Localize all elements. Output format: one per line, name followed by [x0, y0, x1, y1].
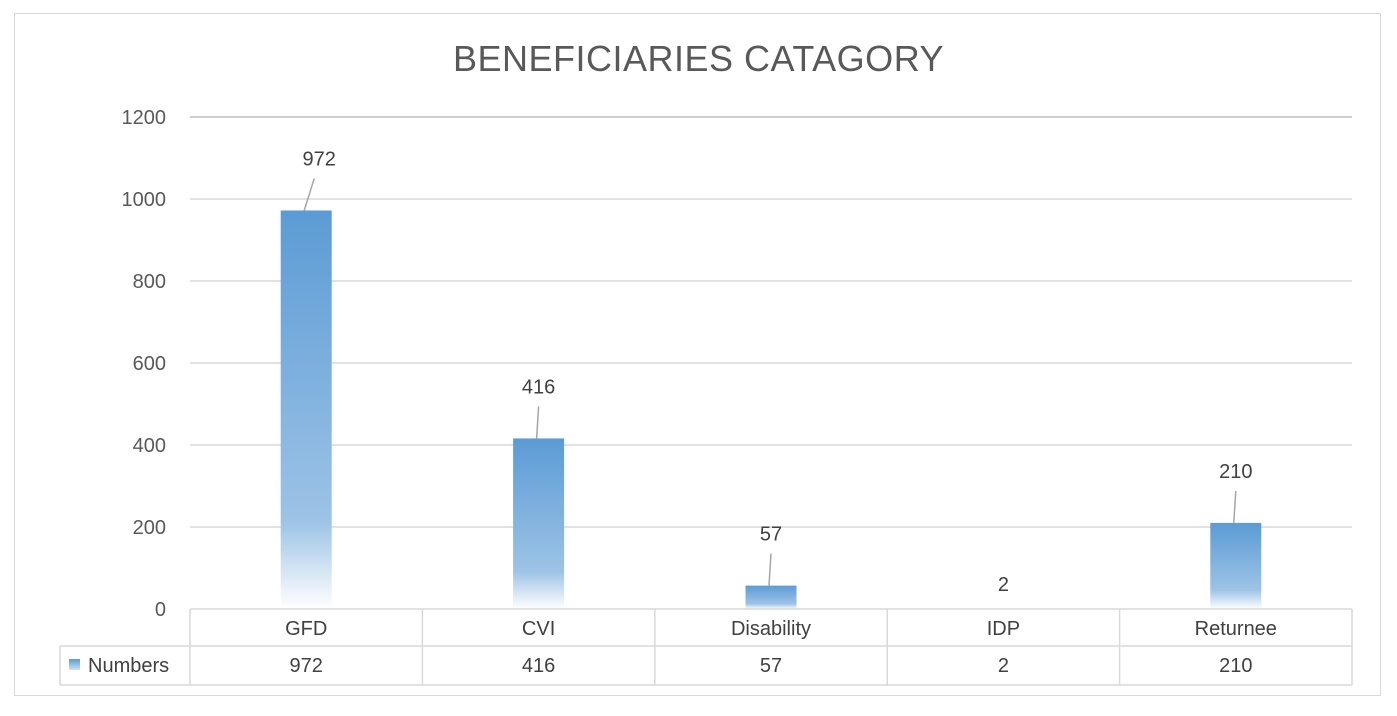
data-table: GFD 972 CVI 416 Disability 57 IDP 2 Returnee 210 N…: [59, 608, 1353, 686]
leader-line: [1233, 490, 1237, 523]
label-leaders: [303, 178, 1237, 586]
leader-line: [535, 406, 540, 439]
chart-title: BENEFICIARIES CATAGORY: [452, 38, 945, 79]
data-label: 2: [998, 574, 1009, 596]
chart-frame: [14, 13, 1381, 696]
y-tick-label: 1200: [122, 107, 167, 129]
category-label: IDP: [987, 618, 1020, 640]
leader-line: [768, 553, 772, 586]
y-tick-label: 600: [133, 353, 166, 375]
y-tick-label: 800: [133, 271, 166, 293]
data-label: 210: [1219, 461, 1252, 483]
legend-label: Numbers: [88, 655, 169, 677]
table-value: 57: [760, 655, 782, 677]
data-label: 416: [522, 376, 555, 398]
category-label: GFD: [285, 618, 327, 640]
y-tick-label: 200: [133, 517, 166, 539]
category-label: Disability: [731, 618, 811, 640]
bar-returnee: [1210, 522, 1262, 609]
bar-disability: [745, 585, 797, 609]
y-axis-ticks: 0 200 400 600 800 1000 1200: [122, 107, 167, 621]
y-tick-label: 0: [155, 599, 166, 621]
y-tick-label: 400: [133, 435, 166, 457]
bars: [280, 210, 1262, 610]
gridlines: [190, 116, 1352, 528]
bar-gfd: [280, 210, 332, 610]
data-labels: 972 416 57 2 210: [303, 148, 1253, 596]
table-value: 210: [1219, 655, 1252, 677]
table-value: 2: [998, 655, 1009, 677]
bar-cvi: [513, 438, 565, 609]
category-label: CVI: [522, 618, 555, 640]
data-label: 972: [303, 148, 336, 170]
y-tick-label: 1000: [122, 189, 167, 211]
data-label: 57: [760, 524, 782, 546]
category-label: Returnee: [1195, 618, 1277, 640]
table-value: 416: [522, 655, 555, 677]
leader-line: [303, 178, 315, 211]
legend-swatch: [69, 659, 80, 670]
table-value: 972: [290, 655, 323, 677]
